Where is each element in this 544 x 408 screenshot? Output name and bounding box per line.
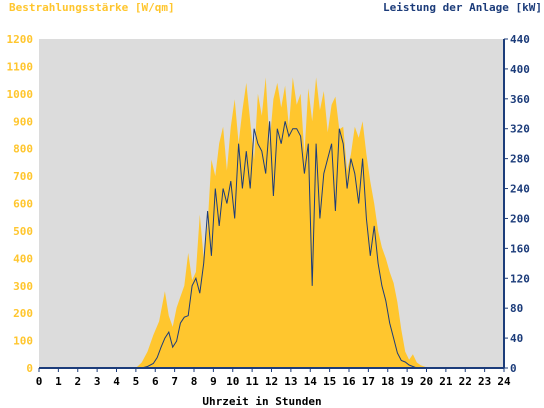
x-tick-label: 10 — [226, 375, 239, 388]
x-tick-label: 4 — [113, 375, 120, 388]
left-tick-label: 100 — [13, 335, 33, 348]
x-tick-label: 3 — [94, 375, 101, 388]
left-tick-label: 0 — [26, 362, 33, 375]
left-tick-label: 800 — [13, 143, 33, 156]
x-tick-label: 6 — [152, 375, 159, 388]
x-tick-label: 1 — [55, 375, 62, 388]
left-tick-label: 300 — [13, 280, 33, 293]
left-tick-labels: 0 100 200 300 400 500 600 700 800 900 1000 1100 1200 — [7, 33, 34, 375]
x-axis-title: Uhrzeit in Stunden — [202, 395, 321, 408]
right-tick-label: 240 — [510, 183, 530, 196]
right-tick-label: 320 — [510, 123, 530, 136]
x-tick-label: 24 — [497, 375, 511, 388]
left-tick-label: 200 — [13, 307, 33, 320]
series-layer — [39, 77, 504, 369]
left-tick-label: 1000 — [7, 88, 34, 101]
x-tick-label: 0 — [36, 375, 43, 388]
left-tick-label: 1100 — [7, 60, 34, 73]
right-tick-label: 360 — [510, 93, 530, 106]
irradiance-area — [39, 77, 504, 369]
right-tick-label: 440 — [510, 33, 530, 46]
left-tick-label: 600 — [13, 198, 33, 211]
right-tick-label: 280 — [510, 153, 530, 166]
x-tick-label: 23 — [478, 375, 491, 388]
x-tick-label: 22 — [459, 375, 472, 388]
x-tick-label: 16 — [342, 375, 356, 388]
x-tick-label: 18 — [381, 375, 394, 388]
x-tick-label: 8 — [191, 375, 198, 388]
right-tick-label: 80 — [510, 302, 523, 315]
x-tick-labels: 0 1 2 3 4 5 6 7 8 9 10 11 12 13 14 15 16 17 18 19 20 21 22 23 24 — [36, 368, 511, 388]
x-tick-label: 11 — [246, 375, 260, 388]
left-tick-label: 1200 — [7, 33, 34, 46]
x-tick-label: 15 — [323, 375, 336, 388]
left-tick-label: 900 — [13, 115, 33, 128]
x-tick-label: 13 — [284, 375, 297, 388]
right-tick-label: 40 — [510, 332, 523, 345]
x-tick-label: 9 — [210, 375, 217, 388]
x-tick-label: 17 — [362, 375, 375, 388]
x-tick-label: 2 — [74, 375, 81, 388]
x-tick-label: 19 — [401, 375, 414, 388]
right-tick-label: 160 — [510, 242, 530, 255]
right-tick-label: 200 — [510, 212, 530, 225]
left-tick-label: 700 — [13, 170, 33, 183]
x-tick-label: 20 — [420, 375, 433, 388]
x-tick-label: 21 — [439, 375, 453, 388]
right-tick-labels: 0 40 80 120 160 200 240 280 320 360 400 440 — [504, 33, 530, 375]
x-tick-label: 5 — [133, 375, 140, 388]
x-tick-label: 7 — [171, 375, 178, 388]
left-axis-title: Bestrahlungsstärke [W/qm] — [9, 1, 175, 14]
power-line — [39, 121, 504, 369]
right-axis-title: Leistung der Anlage [kW] — [383, 1, 542, 14]
right-tick-label: 0 — [510, 362, 517, 375]
x-tick-label: 14 — [304, 375, 318, 388]
left-tick-label: 400 — [13, 252, 33, 265]
right-tick-label: 400 — [510, 63, 530, 76]
left-tick-label: 500 — [13, 225, 33, 238]
right-tick-label: 120 — [510, 272, 530, 285]
x-tick-label: 12 — [265, 375, 278, 388]
